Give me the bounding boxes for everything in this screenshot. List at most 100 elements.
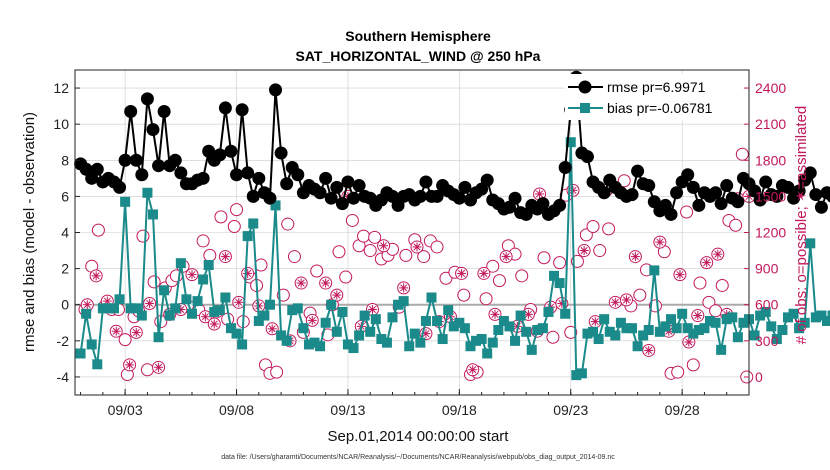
bias-point [370, 314, 381, 325]
obs-possible-point [579, 228, 593, 242]
obs-assimilated-point [218, 250, 232, 264]
obs-assimilated-point [152, 360, 166, 374]
rmse-point [113, 180, 127, 194]
bias-point [420, 315, 431, 326]
obs-assimilated-point [89, 269, 103, 283]
bias-point [471, 335, 482, 346]
rmse-point [580, 150, 594, 164]
obs-star-stroke [92, 272, 100, 280]
bias-point [732, 332, 743, 343]
bias-point [721, 314, 732, 325]
rmse-point [124, 105, 138, 119]
obs-possible-point [430, 240, 444, 254]
obs-assimilated-point [232, 295, 246, 309]
obs-assimilated-point [377, 239, 391, 253]
y-tick-label-left: 0 [61, 297, 69, 313]
obs-possible-point [515, 269, 529, 283]
bias-point [448, 321, 459, 332]
y-tick-label-right: 300 [755, 333, 779, 349]
bias-point [164, 310, 175, 321]
obs-possible-point [270, 365, 284, 379]
obs-star-stroke [83, 301, 91, 309]
bias-point [738, 317, 749, 328]
bias-point [359, 310, 370, 321]
obs-assimilated-point [455, 266, 469, 280]
bias-point [560, 308, 571, 319]
legend: rmse pr=6.9971 bias pr=-0.06781 [565, 74, 743, 120]
obs-possible-point [564, 325, 578, 339]
obs-possible-point [345, 213, 359, 227]
rmse-point [218, 101, 232, 115]
obs-possible-point [686, 358, 700, 372]
bias-point [465, 341, 476, 352]
bias-point [760, 306, 771, 317]
bias-point [693, 325, 704, 335]
bias-point [604, 326, 615, 337]
rmse-point [263, 191, 277, 205]
obs-star-stroke [536, 190, 544, 198]
bias-point [493, 325, 504, 335]
obs-assimilated-point [608, 295, 622, 309]
obs-star-stroke [611, 298, 619, 306]
legend-rmse-label: rmse pr=6.9971 [607, 79, 706, 95]
obs-assimilated-point [319, 276, 333, 290]
rmse-point [146, 123, 160, 137]
obs-assimilated-point [185, 268, 199, 282]
obs-possible-point [357, 229, 371, 243]
rmse-point [347, 191, 361, 205]
obs-star-stroke [422, 330, 430, 338]
rmse-point [352, 179, 366, 193]
bias-point [248, 218, 259, 229]
x-tick-label: 09/28 [665, 402, 700, 418]
data-file-footnote: data file: /Users/gharamti/Documents/NCA… [221, 454, 615, 461]
obs-star-stroke [297, 279, 305, 287]
obs-star-stroke [413, 243, 421, 251]
rmse-point [241, 166, 255, 180]
obs-possible-point [715, 278, 729, 292]
obs-possible-point [214, 210, 228, 224]
obs-possible-point [553, 256, 567, 270]
y-tick-label-left: 12 [53, 80, 69, 96]
rmse-point [280, 177, 294, 191]
obs-possible-point [399, 248, 413, 262]
rmse-point [536, 197, 550, 211]
bias-point [326, 299, 337, 310]
rmse-point [274, 146, 288, 160]
obs-star-stroke [580, 247, 588, 255]
obs-possible-point [546, 330, 560, 344]
obs-possible-point [492, 274, 506, 288]
x-tick-label: 09/23 [553, 402, 588, 418]
obs-star-stroke [591, 318, 599, 326]
bias-point [827, 310, 830, 321]
obs-possible-point [586, 219, 600, 233]
bias-point [593, 334, 604, 345]
rmse-point [826, 190, 830, 203]
bias-point [582, 328, 593, 339]
rmse-point [335, 197, 349, 211]
rmse-point [157, 105, 171, 119]
rmse-point [781, 180, 795, 194]
rmse-point [681, 168, 695, 182]
obs-possible-point [633, 288, 647, 302]
rmse-point [140, 92, 154, 106]
rmse-point [458, 180, 472, 194]
bias-point [142, 187, 153, 198]
y-tick-label-right: 1500 [755, 188, 786, 204]
obs-assimilated-point [330, 288, 344, 302]
rmse-point [129, 153, 143, 167]
bias-point [766, 321, 777, 332]
bias-point [203, 260, 214, 270]
rmse-point [480, 173, 494, 187]
y-tick-label-left: -4 [57, 369, 70, 385]
rmse-point [720, 179, 734, 193]
rmse-point [235, 103, 249, 117]
obs-possible-point [118, 333, 132, 347]
obs-assimilated-point [397, 281, 411, 295]
bias-point [303, 339, 314, 350]
bias-point [510, 335, 521, 346]
obs-possible-point [457, 288, 471, 302]
bias-point [259, 310, 270, 321]
bias-point [409, 328, 420, 339]
obs-star-stroke [333, 291, 341, 299]
obs-assimilated-point [305, 313, 319, 327]
